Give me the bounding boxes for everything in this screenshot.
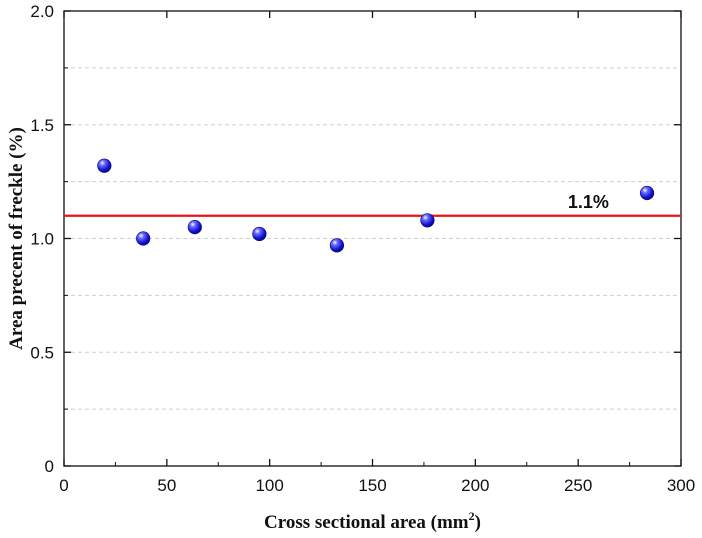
data-point bbox=[187, 220, 202, 235]
data-point bbox=[252, 226, 267, 242]
x-axis-title-main: Cross sectional area (mm bbox=[264, 512, 469, 533]
reference-line-label: 1.1% bbox=[568, 192, 609, 212]
data-points bbox=[97, 158, 655, 253]
y-tick-label: 2.0 bbox=[30, 2, 54, 21]
axis-ticks bbox=[63, 10, 682, 467]
gridlines bbox=[64, 67, 681, 410]
data-point bbox=[420, 213, 435, 228]
data-point bbox=[639, 185, 655, 201]
x-axis-title: Cross sectional area (mm2) bbox=[264, 509, 481, 533]
y-tick-label: 1.5 bbox=[30, 116, 54, 135]
x-tick-label: 250 bbox=[564, 476, 592, 495]
tick-labels: 0 0.5 1.0 1.5 2.0 0 50 100 150 200 250 300 bbox=[30, 2, 695, 495]
y-tick-label: 0.5 bbox=[30, 343, 54, 362]
x-axis-title-superscript: 2 bbox=[469, 509, 475, 523]
x-tick-label: 50 bbox=[157, 476, 176, 495]
x-tick-label: 100 bbox=[255, 476, 283, 495]
x-tick-label: 0 bbox=[59, 476, 68, 495]
x-tick-label: 200 bbox=[461, 476, 489, 495]
data-point bbox=[136, 231, 151, 246]
x-axis-title-suffix: ) bbox=[475, 512, 481, 533]
y-axis-title: Area precent of freckle (%) bbox=[6, 127, 27, 350]
data-point bbox=[97, 158, 112, 173]
y-tick-label: 1.0 bbox=[30, 230, 54, 249]
data-point bbox=[329, 238, 345, 253]
y-tick-label: 0 bbox=[45, 457, 54, 476]
x-tick-label: 300 bbox=[667, 476, 695, 495]
x-tick-label: 150 bbox=[358, 476, 386, 495]
